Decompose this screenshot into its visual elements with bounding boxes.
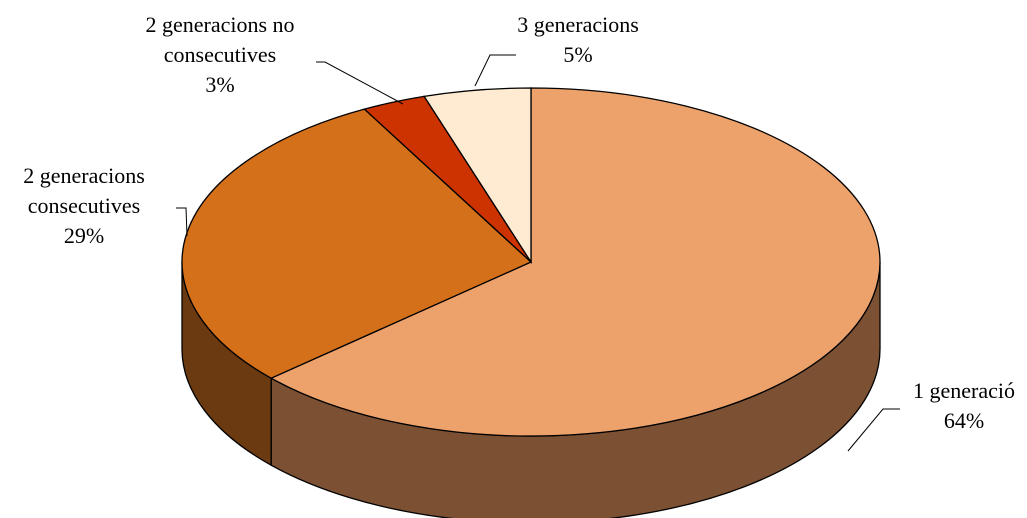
data-label-2-generacions-consecutives: 2 generacions consecutives 29% xyxy=(23,163,145,248)
data-labels: 1 generació 64%2 generacions consecutives 2… xyxy=(23,12,1015,433)
data-label-line: 5% xyxy=(563,42,592,67)
pie-slice-1-generacio xyxy=(269,87,881,437)
leader-line-2-generacions-consecutives xyxy=(176,207,188,237)
data-label-line: 1 generació xyxy=(913,378,1015,403)
leader-line-1-generacio xyxy=(847,408,900,452)
data-label-1-generacio: 1 generació 64% xyxy=(913,378,1015,433)
data-label-line: 64% xyxy=(944,408,984,433)
data-label-line: consecutives xyxy=(164,42,276,67)
pie-slice-3-generacions xyxy=(423,87,532,265)
data-label-line: 2 generacions no xyxy=(145,12,294,37)
data-label-line: 3% xyxy=(205,72,234,97)
data-label-line: consecutives xyxy=(28,193,140,218)
data-label-line: 3 generacions xyxy=(517,12,639,37)
leader-line-3-generacions xyxy=(474,54,516,87)
leader-lines xyxy=(176,54,900,452)
data-label-3-generacions: 3 generacions 5% xyxy=(517,12,639,67)
data-label-2-generacions-no-consecutives: 2 generacions no consecutives 3% xyxy=(145,12,294,97)
data-label-line: 2 generacions xyxy=(23,163,145,188)
pie-tops xyxy=(181,87,881,437)
data-label-line: 29% xyxy=(64,223,104,248)
leader-line-2-generacions-no-consecutives xyxy=(316,61,404,105)
